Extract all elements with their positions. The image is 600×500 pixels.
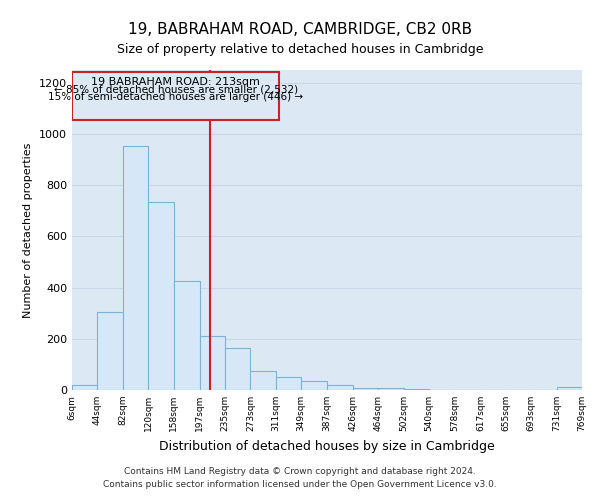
Bar (72, 385, 97, 390)
Bar (250, 371, 276, 390)
Bar (173, 281, 200, 390)
Bar (276, 377, 301, 390)
Bar (200, 336, 225, 390)
X-axis label: Distribution of detached houses by size in Cambridge: Distribution of detached houses by size … (159, 440, 495, 452)
Text: Contains public sector information licensed under the Open Government Licence v3: Contains public sector information licen… (103, 480, 497, 489)
Bar (353, 388, 378, 390)
Text: Size of property relative to detached houses in Cambridge: Size of property relative to detached ho… (117, 42, 483, 56)
Text: 19, BABRAHAM ROAD, CAMBRIDGE, CB2 0RB: 19, BABRAHAM ROAD, CAMBRIDGE, CB2 0RB (128, 22, 472, 38)
Text: ← 85% of detached houses are smaller (2,532): ← 85% of detached houses are smaller (2,… (53, 85, 298, 95)
Y-axis label: Number of detached properties: Number of detached properties (23, 142, 34, 318)
Text: 19 BABRAHAM ROAD: 213sqm: 19 BABRAHAM ROAD: 213sqm (91, 76, 260, 86)
Bar (72, 72, 279, 120)
Bar (97, 312, 123, 390)
Bar (301, 381, 326, 390)
Bar (378, 388, 404, 390)
Bar (404, 388, 429, 390)
Bar (326, 385, 353, 390)
Text: 15% of semi-detached houses are larger (446) →: 15% of semi-detached houses are larger (… (48, 92, 303, 102)
Bar (225, 348, 250, 390)
Bar (123, 146, 148, 390)
Bar (557, 388, 582, 390)
Text: Contains HM Land Registry data © Crown copyright and database right 2024.: Contains HM Land Registry data © Crown c… (124, 467, 476, 476)
Bar (148, 202, 173, 390)
